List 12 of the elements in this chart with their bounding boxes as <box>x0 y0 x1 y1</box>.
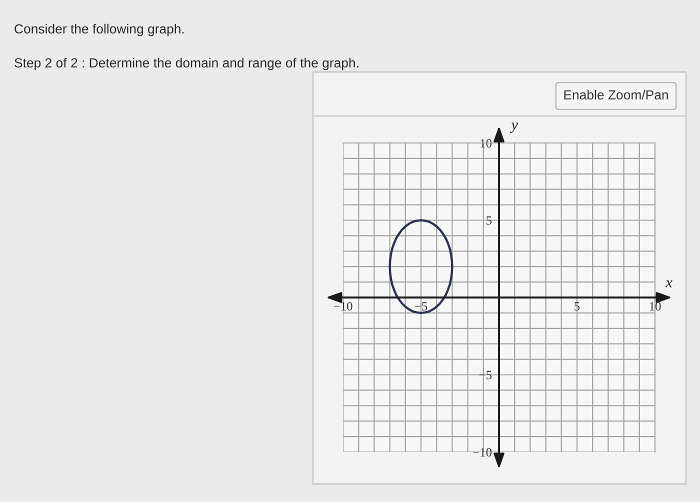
x-axis-title: x <box>665 280 672 288</box>
text: Enable Zoom/Pan <box>564 90 668 100</box>
text: Step 2 of 2 : Determine the domain and range of the graph. <box>14 58 358 70</box>
x-tick-label: 5 <box>574 302 580 310</box>
y-tick-label: −10 <box>473 448 492 456</box>
x-tick-label: −10 <box>334 302 352 310</box>
text: Consider the following graph. <box>14 24 184 36</box>
y-tick-label: 5 <box>486 216 492 225</box>
y-axis-title: y <box>510 122 518 133</box>
x-tick-label: 10 <box>650 302 661 310</box>
x-tick-label: −5 <box>414 302 428 310</box>
y-tick-label: −5 <box>479 370 492 380</box>
